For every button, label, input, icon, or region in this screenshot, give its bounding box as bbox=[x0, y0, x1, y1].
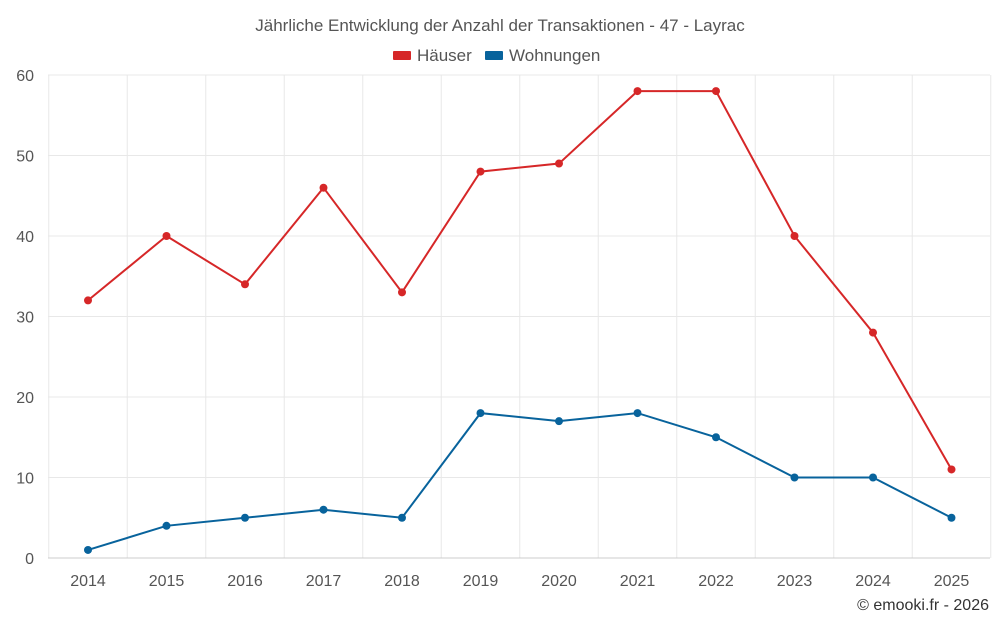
x-tick-label-2019: 2019 bbox=[463, 573, 499, 590]
series-line-wohnungen bbox=[87, 412, 952, 551]
data-point-wohnungen-2015[interactable] bbox=[162, 521, 171, 530]
y-tick-label-0: 0 bbox=[25, 551, 34, 568]
data-point-wohnungen-2018[interactable] bbox=[398, 513, 406, 522]
data-point-haeuser-2018[interactable] bbox=[398, 288, 406, 297]
data-point-haeuser-2015[interactable] bbox=[162, 232, 171, 240]
data-point-wohnungen-2019[interactable] bbox=[476, 409, 485, 418]
data-point-wohnungen-2022[interactable] bbox=[712, 433, 720, 442]
legend-label-haeuser[interactable]: Häuser bbox=[417, 46, 472, 65]
data-point-wohnungen-2021[interactable] bbox=[633, 409, 642, 418]
legend-swatch-haeuser bbox=[393, 51, 411, 60]
data-point-haeuser-2019[interactable] bbox=[476, 167, 485, 176]
data-point-haeuser-2023[interactable] bbox=[790, 232, 799, 240]
x-tick-label-2022: 2022 bbox=[698, 573, 734, 590]
data-point-haeuser-2025[interactable] bbox=[947, 465, 956, 474]
x-tick-label-2018: 2018 bbox=[384, 573, 420, 590]
data-point-haeuser-2022[interactable] bbox=[712, 87, 720, 96]
data-point-wohnungen-2023[interactable] bbox=[790, 473, 799, 482]
data-point-haeuser-2021[interactable] bbox=[633, 87, 642, 96]
data-point-haeuser-2020[interactable] bbox=[555, 159, 563, 168]
data-point-wohnungen-2020[interactable] bbox=[555, 417, 563, 426]
data-point-haeuser-2017[interactable] bbox=[319, 183, 328, 192]
data-point-haeuser-2014[interactable] bbox=[84, 296, 92, 305]
series-group bbox=[84, 87, 956, 554]
credit-text: © emooki.fr - 2026 bbox=[857, 597, 989, 614]
data-point-wohnungen-2025[interactable] bbox=[947, 513, 956, 522]
series-line-haeuser bbox=[87, 90, 953, 470]
data-point-wohnungen-2017[interactable] bbox=[319, 505, 328, 514]
chart-legend: Häuser Wohnungen bbox=[393, 46, 600, 65]
x-tick-label-2021: 2021 bbox=[620, 573, 656, 590]
legend-swatch-wohnungen bbox=[485, 51, 503, 60]
x-tick-label-2023: 2023 bbox=[777, 573, 813, 590]
y-tick-label-50: 50 bbox=[16, 149, 34, 166]
x-tick-label-2014: 2014 bbox=[70, 573, 106, 590]
data-point-haeuser-2016[interactable] bbox=[241, 280, 249, 289]
x-tick-label-2024: 2024 bbox=[855, 573, 891, 590]
y-tick-label-60: 60 bbox=[16, 68, 34, 85]
y-tick-label-10: 10 bbox=[16, 471, 34, 488]
y-axis-ticks: 0 10 20 30 40 50 60 bbox=[16, 68, 34, 568]
y-tick-label-30: 30 bbox=[16, 310, 34, 327]
x-tick-label-2017: 2017 bbox=[306, 573, 342, 590]
x-axis-ticks: 2014 2015 2016 2017 2018 2019 2020 2021 2022 2023… bbox=[70, 573, 969, 590]
x-tick-label-2015: 2015 bbox=[149, 573, 185, 590]
x-tick-label-2020: 2020 bbox=[541, 573, 577, 590]
x-tick-label-2025: 2025 bbox=[934, 573, 970, 590]
data-point-haeuser-2024[interactable] bbox=[869, 328, 877, 337]
data-point-wohnungen-2024[interactable] bbox=[869, 473, 877, 482]
data-point-wohnungen-2016[interactable] bbox=[241, 513, 249, 522]
x-gridlines bbox=[48, 75, 992, 558]
x-tick-label-2016: 2016 bbox=[227, 573, 263, 590]
y-tick-label-40: 40 bbox=[16, 229, 34, 246]
chart-title: Jährliche Entwicklung der Anzahl der Tra… bbox=[255, 16, 745, 35]
data-point-wohnungen-2014[interactable] bbox=[84, 545, 92, 554]
y-tick-label-20: 20 bbox=[16, 390, 34, 407]
legend-label-wohnungen[interactable]: Wohnungen bbox=[509, 46, 600, 65]
